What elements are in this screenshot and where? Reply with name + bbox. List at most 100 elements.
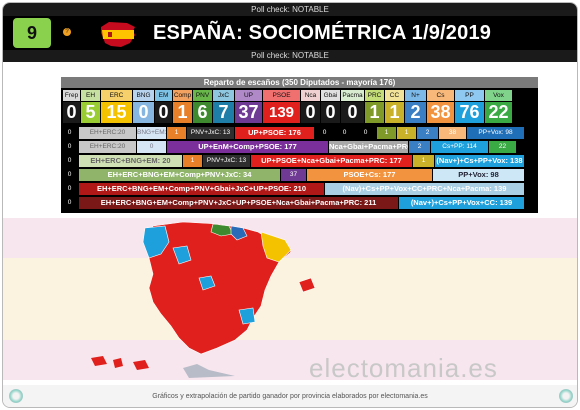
- coalition-segment: 0: [355, 127, 376, 139]
- party-seats-pp: 76: [455, 102, 484, 123]
- coalition-segment: EH+ERC:20: [79, 141, 136, 153]
- map-region-leon: [172, 245, 192, 265]
- poll-check-mid: Poll check: NOTABLE: [3, 50, 577, 62]
- party-label-pacma: Pacma: [341, 90, 364, 101]
- party-label-em: EM: [155, 90, 172, 101]
- coalition-segment: 22: [489, 141, 516, 153]
- party-label-vox: Vox: [485, 90, 512, 101]
- coalition-row-lead: 0: [61, 155, 78, 167]
- party-label-nca: Nca: [301, 90, 320, 101]
- coalition-segment: BNG+EM:0: [137, 127, 166, 139]
- coalition-segment: 2: [417, 127, 438, 139]
- coalition-row: 0 EH+ERC+BNG+EM+Comp+PNV+JxC+UP+PSOE+Nca+…: [61, 197, 538, 209]
- map-region-basque: [210, 223, 234, 237]
- coalition-row-lead: 0: [61, 127, 78, 139]
- party-label-prc: PRC: [365, 90, 384, 101]
- party-label-cs: Cs: [427, 90, 454, 101]
- party-label-n: N+: [405, 90, 426, 101]
- party-seats-prc: 1: [365, 102, 384, 123]
- party-label-jxc: JxC: [213, 90, 234, 101]
- spain-flag-map-icon: [101, 22, 135, 47]
- coalition-segment: (Nav)+Cs+PP+Vox+CC+PRC+Nca+Pacma: 139: [325, 183, 524, 195]
- coalition-segment: PP+Vox: 98: [433, 169, 524, 181]
- coalition-segment: (Nav+)+Cs+PP+Vox: 138: [435, 155, 524, 167]
- coalition-row: 0 EH+ERC+BNG+EM: 20 1 PNV+JxC: 13 UP+PSOE+Nc…: [61, 155, 538, 167]
- coalition-segment: (Nav+)+Cs+PP+Vox+CC: 139: [399, 197, 524, 209]
- party-label-pp: PP: [455, 90, 484, 101]
- coalition-segment: 1: [167, 127, 186, 139]
- coalition-segment: UP+PSOE: 176: [235, 127, 314, 139]
- seat-distribution-panel: Reparto de escaños (350 Diputados - mayo…: [61, 77, 538, 213]
- party-label-frep: Frep: [63, 90, 80, 101]
- party-seats-bng: 0: [133, 102, 154, 123]
- poll-check-top: Poll check: NOTABLE: [3, 3, 577, 16]
- party-seats-em: 0: [155, 102, 172, 123]
- party-label-bng: BNG: [133, 90, 154, 101]
- coalition-segment: PSOE+Cs: 177: [307, 169, 432, 181]
- coalition-row-lead: 0: [61, 169, 78, 181]
- party-label-gbai: Gbai: [321, 90, 340, 101]
- coalition-segment: PNV+JxC: 13: [187, 127, 234, 139]
- map-region-canarias: [91, 356, 149, 370]
- coalition-row: 0 EH+ERC+BNG+EM+Comp+PNV+JxC: 34 37 PSOE+Cs…: [61, 169, 538, 181]
- coalition-segment: 38: [439, 127, 466, 139]
- party-label-comp: Comp: [173, 90, 192, 101]
- party-label-cc: CC: [385, 90, 404, 101]
- map-region-islands: [298, 277, 316, 293]
- party-seats-vox: 22: [485, 102, 512, 123]
- page-title: ESPAÑA: SOCIOMÉTRICA 1/9/2019: [153, 22, 492, 44]
- party-seats-n: 2: [405, 102, 426, 123]
- coalition-segment: EH+ERC+BNG+EM+Comp+PNV+JxC+UP+PSOE+Nca+G…: [79, 197, 398, 209]
- coalition-segment: 1: [183, 155, 202, 167]
- party-seats-gbai: 0: [321, 102, 340, 123]
- party-seats-comp: 1: [173, 102, 192, 123]
- party-seats-pacma: 0: [341, 102, 364, 123]
- party-seats-nca: 0: [301, 102, 320, 123]
- coalition-segment: 1: [377, 127, 396, 139]
- spain-province-map: [91, 221, 316, 378]
- party-label-up: UP: [235, 90, 262, 101]
- party-seats-psoe: 139: [263, 102, 300, 123]
- coalition-segment: PNV+JxC: 13: [203, 155, 250, 167]
- coalition-segment: 0: [315, 127, 334, 139]
- coalition-segment: 2: [409, 141, 430, 153]
- map-region-ceuta-melilla: [183, 364, 235, 378]
- party-label-eh: EH: [81, 90, 100, 101]
- map-region-murcia: [238, 307, 256, 325]
- party-label-erc: ERC: [101, 90, 132, 101]
- info-icon[interactable]: ?: [63, 28, 71, 36]
- coalition-segment: EH+ERC:20: [79, 127, 136, 139]
- map-region-galicia: [142, 225, 170, 259]
- poll-number-badge: 9: [13, 18, 51, 48]
- party-seats-cc: 1: [385, 102, 404, 123]
- header-bar: [3, 16, 577, 50]
- coalition-segment: EH+ERC+BNG+EM+Comp+PNV+Gbai+JxC+UP+PSOE:…: [79, 183, 324, 195]
- coalition-segment: 0: [335, 127, 354, 139]
- coalition-segment: 37: [281, 169, 306, 181]
- coalition-row-lead: 0: [61, 183, 78, 195]
- footer-text: Gráficos y extrapolación de partido gana…: [152, 393, 428, 400]
- party-seats-frep: 0: [63, 102, 80, 123]
- coalition-row-lead: 0: [61, 197, 78, 209]
- party-label-psoe: PSOE: [263, 90, 300, 101]
- party-seats-cs: 38: [427, 102, 454, 123]
- coalition-segment: 0: [137, 141, 166, 153]
- map-region-navarra: [230, 225, 248, 241]
- electomania-logo-left: [9, 389, 23, 403]
- panel-title: Reparto de escaños (350 Diputados - mayo…: [61, 77, 538, 88]
- map-region-catalonia: [260, 231, 292, 263]
- party-seats-jxc: 7: [213, 102, 234, 123]
- party-seats-erc: 15: [101, 102, 132, 123]
- coalition-segment: EH+ERC+BNG+EM+Comp+PNV+JxC: 34: [79, 169, 280, 181]
- map-area: [3, 218, 577, 380]
- footer-bar: [3, 385, 577, 407]
- coalition-row: 0 EH+ERC+BNG+EM+Comp+PNV+Gbai+JxC+UP+PSOE…: [61, 183, 538, 195]
- coalition-segment: UP+PSOE+Nca+Gbai+Pacma+PRC: 177: [251, 155, 412, 167]
- coalition-segment: EH+ERC+BNG+EM: 20: [79, 155, 182, 167]
- party-seats-pnv: 6: [193, 102, 212, 123]
- map-region-madrid: [198, 275, 216, 291]
- electomania-logo-right: [559, 389, 573, 403]
- coalition-segment: UP+EnM+Comp+PSOE: 177: [167, 141, 328, 153]
